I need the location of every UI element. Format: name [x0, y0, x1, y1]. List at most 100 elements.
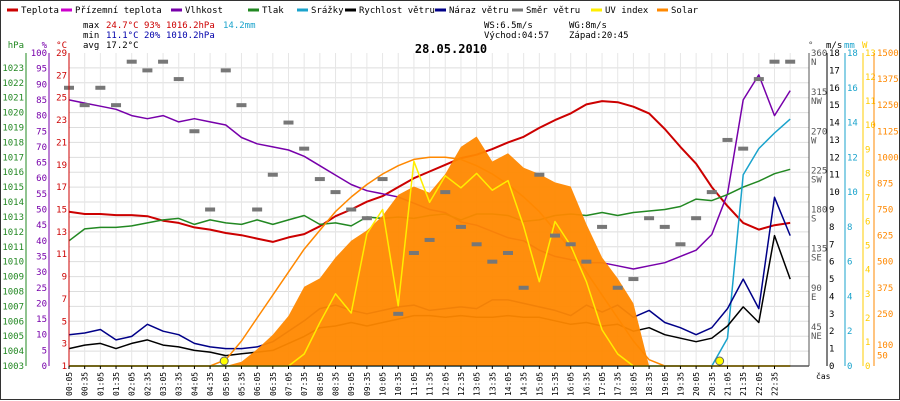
legend-label-7: Směr větru: [526, 6, 580, 16]
humidity-tick-19: 95: [36, 65, 47, 75]
wind-speed-tick-6: 6: [829, 258, 834, 268]
solar-tick-2: 250: [877, 310, 893, 320]
stat-ws: WS:6.5m/s: [484, 21, 533, 31]
wind-speed-tick-1: 1: [829, 345, 834, 355]
wind-direction-mark-32: [565, 242, 576, 247]
x-tick-label-7: 03:35: [175, 372, 184, 396]
temperature-tick-10: 21: [56, 138, 67, 148]
wind-direction-tick-4: 225: [811, 166, 827, 176]
stat-sunrise: Východ:04:57: [484, 31, 549, 41]
x-axis-ticks: 00:05 00:35 01:05 01:35 02:05 02:35 03:05 03:35…: [65, 366, 780, 396]
wind-direction-mark-44: [753, 77, 764, 82]
pressure-tick-14: 1017: [2, 153, 24, 163]
humidity-tick-4: 20: [36, 299, 47, 309]
x-tick-label-21: 10:35: [394, 372, 403, 396]
wind-direction-tick-dir-1: E: [811, 293, 816, 303]
wind-direction-tick-5: 270: [811, 127, 827, 137]
wind-direction-mark-6: [158, 59, 169, 64]
wind-direction-mark-25: [455, 224, 466, 229]
wind-speed-tick-7: 7: [829, 240, 834, 250]
humidity-tick-15: 75: [36, 127, 47, 137]
pressure-tick-7: 1010: [2, 258, 24, 268]
wind-direction-mark-31: [550, 233, 561, 238]
pressure-tick-5: 1008: [2, 287, 24, 297]
wind-speed-tick-18: 18: [829, 49, 840, 59]
wind-direction-tick-3: 180: [811, 206, 827, 216]
x-tick-label-19: 09:35: [363, 372, 372, 396]
solar-tick-6: 750: [877, 206, 893, 216]
wind-direction-tick-dir-2: SE: [811, 254, 822, 264]
legend-label-9: Solar: [671, 6, 699, 16]
wind-direction-unit: °: [808, 41, 813, 51]
pressure-tick-19: 1022: [2, 79, 24, 89]
wind-direction-tick-2: 135: [811, 245, 827, 255]
x-tick-label-12: 06:05: [253, 372, 262, 396]
wind-direction-tick-dir-6: NW: [811, 97, 822, 107]
humidity-tick-12: 60: [36, 174, 47, 184]
solar-tick-7: 875: [877, 179, 893, 189]
wind-direction-mark-37: [644, 216, 655, 221]
x-tick-label-14: 07:05: [284, 372, 293, 396]
uv-tick-8: 8: [865, 169, 870, 179]
pressure-tick-16: 1019: [2, 124, 24, 134]
pressure-tick-2: 1005: [2, 332, 24, 342]
x-tick-label-38: 19:05: [661, 372, 670, 396]
wind-direction-mark-14: [283, 120, 294, 125]
x-tick-label-18: 09:05: [347, 372, 356, 396]
x-tick-label-5: 02:35: [143, 372, 152, 396]
wind-direction-mark-40: [691, 216, 702, 221]
wind-speed-tick-14: 14: [829, 119, 840, 129]
wind-direction-mark-13: [267, 172, 278, 177]
solar-tick-3: 375: [877, 284, 893, 294]
wind-direction-mark-10: [220, 68, 231, 73]
pressure-tick-11: 1014: [2, 198, 24, 208]
wind-direction-mark-46: [785, 59, 796, 64]
wind-direction-mark-3: [111, 103, 122, 108]
solar-tick-8: 1000: [877, 153, 899, 163]
wind-direction-mark-15: [299, 146, 310, 151]
sunset-marker: [715, 356, 725, 366]
x-tick-label-29: 14:35: [520, 372, 529, 396]
wind-speed-tick-10: 10: [829, 188, 840, 198]
humidity-tick-5: 25: [36, 284, 47, 294]
wind-speed-tick-11: 11: [829, 171, 840, 181]
legend: Teplota Přízemní teplota Vlhkost Tlak Srážky…: [7, 6, 699, 16]
pressure-tick-13: 1016: [2, 168, 24, 178]
humidity-tick-0: 0: [42, 362, 47, 372]
temperature-tick-8: 17: [56, 183, 67, 193]
humidity-tick-2: 10: [36, 331, 47, 341]
pressure-tick-20: 1023: [2, 64, 24, 74]
rain-tick-5: 10: [847, 188, 858, 198]
pressure-tick-12: 1015: [2, 183, 24, 193]
x-tick-label-0: 00:05: [65, 372, 74, 396]
wind-direction-mark-17: [330, 190, 341, 195]
humidity-tick-13: 65: [36, 159, 47, 169]
pressure-tick-10: 1013: [2, 213, 24, 223]
solar-tick-5: 625: [877, 232, 893, 242]
stat-sunset: Západ:20:45: [569, 31, 629, 41]
temperature-tick-1: 3: [62, 340, 67, 350]
pressure-tick-18: 1021: [2, 94, 24, 104]
temperature-tick-7: 15: [56, 206, 67, 216]
wind-direction-mark-27: [487, 259, 498, 264]
humidity-tick-18: 90: [36, 80, 47, 90]
uv-tick-2: 2: [865, 314, 870, 324]
stat-max-rain: 14.2mm: [223, 21, 256, 31]
wind-direction-mark-35: [612, 285, 623, 290]
uv-tick-3: 3: [865, 290, 870, 300]
rain-tick-9: 18: [847, 49, 858, 59]
wind-direction-tick-1: 90: [811, 284, 822, 294]
wind-direction-mark-18: [346, 207, 357, 212]
stat-max-humidity: 93%: [144, 21, 161, 31]
humidity-tick-11: 55: [36, 190, 47, 200]
humidity-tick-3: 15: [36, 315, 47, 325]
stat-max-temp: 24.7°C: [106, 21, 139, 31]
stat-avg-label: avg: [83, 41, 99, 51]
wind-speed-tick-15: 15: [829, 101, 840, 111]
pressure-tick-15: 1018: [2, 138, 24, 148]
wind-speed-tick-9: 9: [829, 206, 834, 216]
x-tick-label-23: 11:35: [426, 372, 435, 396]
uv-tick-9: 9: [865, 145, 870, 155]
wind-speed-tick-2: 2: [829, 327, 834, 337]
x-tick-label-26: 13:05: [473, 372, 482, 396]
